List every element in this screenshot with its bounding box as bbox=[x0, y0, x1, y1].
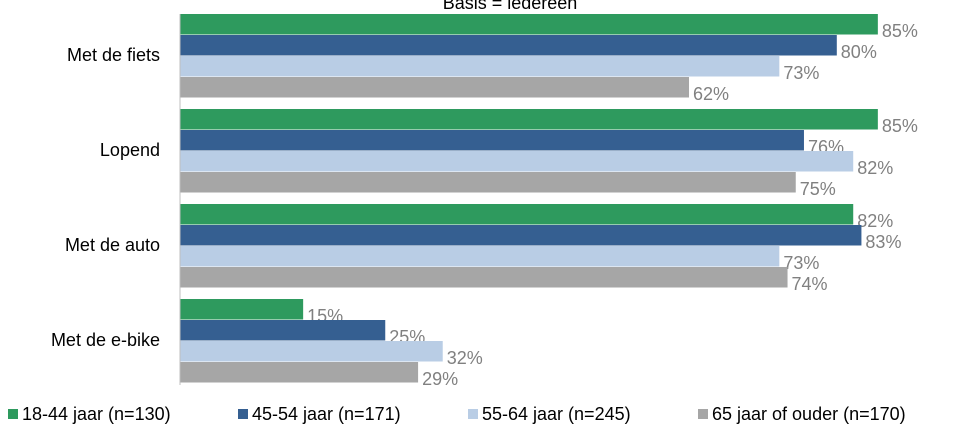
legend-swatch bbox=[468, 409, 478, 419]
category-label: Met de e-bike bbox=[51, 330, 160, 350]
value-label: 62% bbox=[693, 84, 729, 104]
value-label: 85% bbox=[882, 21, 918, 41]
value-label: 73% bbox=[783, 253, 819, 273]
bar bbox=[180, 151, 854, 172]
legend-label: 45-54 jaar (n=171) bbox=[252, 404, 401, 424]
value-label: 82% bbox=[857, 211, 893, 231]
bar bbox=[180, 130, 804, 151]
bar bbox=[180, 362, 419, 383]
bar bbox=[180, 77, 690, 98]
bar bbox=[180, 320, 386, 341]
legend-label: 65 jaar of ouder (n=170) bbox=[712, 404, 906, 424]
value-label: 82% bbox=[857, 158, 893, 178]
bar bbox=[180, 56, 780, 77]
category-label: Lopend bbox=[100, 140, 160, 160]
legend-swatch bbox=[8, 409, 18, 419]
chart-title: Basis = iedereen bbox=[443, 0, 578, 13]
bar bbox=[180, 35, 837, 56]
value-label: 85% bbox=[882, 116, 918, 136]
value-label: 80% bbox=[841, 42, 877, 62]
bar bbox=[180, 225, 862, 246]
bar bbox=[180, 341, 443, 362]
bar bbox=[180, 204, 854, 225]
value-label: 73% bbox=[783, 63, 819, 83]
legend-label: 55-64 jaar (n=245) bbox=[482, 404, 631, 424]
category-label: Met de fiets bbox=[67, 45, 160, 65]
bar bbox=[180, 172, 796, 193]
legend-swatch bbox=[238, 409, 248, 419]
category-label: Met de auto bbox=[65, 235, 160, 255]
bar bbox=[180, 246, 780, 267]
bar bbox=[180, 109, 878, 130]
value-label: 83% bbox=[865, 232, 901, 252]
bar bbox=[180, 267, 788, 288]
value-label: 75% bbox=[800, 179, 836, 199]
value-label: 32% bbox=[447, 348, 483, 368]
legend-swatch bbox=[698, 409, 708, 419]
value-label: 74% bbox=[792, 274, 828, 294]
value-label: 29% bbox=[422, 369, 458, 389]
bar bbox=[180, 14, 878, 35]
bar bbox=[180, 299, 304, 320]
legend-label: 18-44 jaar (n=130) bbox=[22, 404, 171, 424]
